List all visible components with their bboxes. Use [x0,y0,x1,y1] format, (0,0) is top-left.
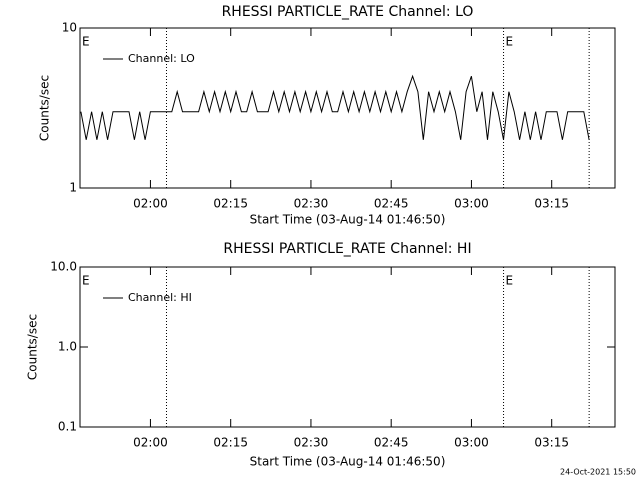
x-tick-label: 03:15 [534,436,569,450]
x-tick-label: 02:15 [213,197,248,211]
x-tick-label: 03:00 [454,197,489,211]
x-tick-label: 02:45 [374,197,409,211]
legend-label: Channel: LO [128,52,195,65]
legend-label: Channel: HI [128,291,192,304]
chart-title: RHESSI PARTICLE_RATE Channel: LO [222,4,474,20]
y-axis-label: Counts/sec [26,314,40,380]
y-axis-label: Counts/sec [38,75,52,141]
x-tick-label: 02:30 [294,436,329,450]
x-tick-label: 02:00 [133,436,168,450]
series-line [80,74,590,140]
footer: 24-Oct-2021 15:50 [560,468,636,477]
event-marker: E [506,274,514,288]
y-tick-label: 0.1 [58,420,77,434]
x-tick-label: 03:15 [534,197,569,211]
y-tick-label: 10 [62,21,77,35]
x-tick-label: 02:00 [133,197,168,211]
x-tick-label: 03:00 [454,436,489,450]
event-marker: E [82,35,90,49]
event-marker: E [82,274,90,288]
event-marker: E [506,35,514,49]
y-tick-label: 10.0 [50,260,77,274]
y-tick-label: 1 [69,181,77,195]
x-tick-label: 02:15 [213,436,248,450]
plot-frame [79,27,616,189]
x-tick-label: 02:30 [294,197,329,211]
x-axis-label: Start Time (03-Aug-14 01:46:50) [250,455,446,469]
x-tick-label: 02:45 [374,436,409,450]
y-tick-label: 1.0 [58,340,77,354]
x-axis-label: Start Time (03-Aug-14 01:46:50) [250,213,446,227]
chart-title: RHESSI PARTICLE_RATE Channel: HI [223,241,471,257]
